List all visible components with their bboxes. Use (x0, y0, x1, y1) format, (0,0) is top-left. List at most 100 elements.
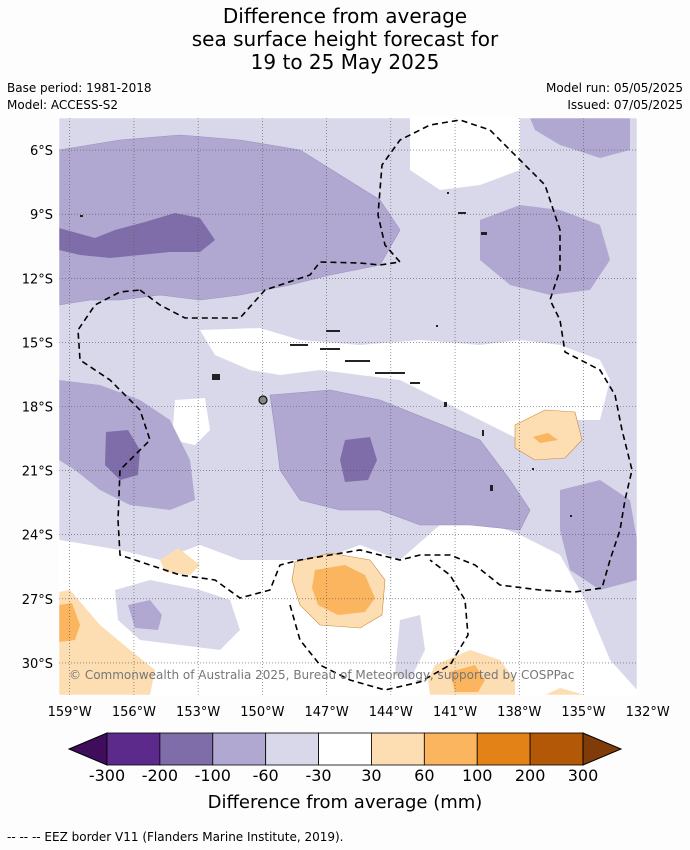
chart-title-line2: sea surface height forecast for (191, 27, 499, 51)
island (320, 348, 340, 350)
colorbar-segment (529, 732, 584, 766)
island (570, 515, 572, 517)
island (447, 192, 449, 194)
island (532, 468, 534, 470)
contour-level-minus200-minus100-west (105, 430, 140, 480)
y-tick-label: 24°S (22, 529, 53, 544)
island (375, 372, 405, 374)
eez-border-pitcairn (289, 559, 469, 691)
contour-level-minus100-minus60-southeast (560, 480, 637, 590)
colorbar-min-extend (67, 732, 108, 766)
island-large (258, 395, 268, 405)
contour-level-30-60-west-patch (160, 548, 200, 575)
chart-title-line1: Difference from average (222, 4, 468, 28)
colorbar-max-extend (582, 732, 623, 766)
x-tick-label: 144°W (369, 705, 413, 720)
contour-outlines (59, 134, 531, 531)
issued-date: Issued: 07/05/2025 (567, 98, 683, 112)
colorbar-tick-label: 300 (567, 766, 599, 785)
colorbar-segment (212, 732, 267, 766)
colorbar-segment (371, 732, 425, 766)
island (444, 402, 447, 407)
island (490, 485, 493, 491)
colorbar-tick-label: 30 (361, 766, 382, 785)
y-tick-label: 12°S (22, 272, 53, 287)
eez-borders (77, 119, 633, 691)
island (482, 430, 484, 436)
island (436, 325, 438, 327)
island (326, 330, 340, 332)
colorbar-segment (476, 732, 531, 766)
eez-border-french-polynesia (77, 119, 633, 599)
colorbar-segment (423, 732, 478, 766)
contour-near-average-north (410, 118, 520, 190)
colorbar (67, 732, 623, 766)
island (458, 212, 466, 214)
colorbar-tick-label: 200 (514, 766, 546, 785)
gridlines (59, 118, 637, 695)
positive-contour-outlines (291, 409, 583, 629)
contour-level-minus100-minus60-small (128, 600, 162, 630)
island (80, 215, 83, 217)
y-tick-label: 9°S (30, 208, 53, 223)
x-tick-label: 150°W (240, 705, 284, 720)
model-name: Model: ACCESS-S2 (7, 98, 119, 112)
contour-level-minus200-minus100-central (340, 437, 377, 482)
contour-level-minus100-minus60-central (270, 390, 530, 530)
x-tick-label: 147°W (305, 705, 349, 720)
colorbar-tick-label: -30 (305, 766, 332, 785)
contour-level-minus200-minus100-northwest (59, 213, 215, 258)
x-tick-label: 132°W (626, 705, 670, 720)
plot-frame (58, 117, 638, 696)
axis-ticks: 159°W 156°W 153°W 150°W 147°W 144°W 141°W 138°W… (22, 144, 670, 720)
y-tick-label: 15°S (22, 336, 53, 351)
colorbar-title: Difference from average (mm) (207, 792, 483, 813)
island (481, 232, 487, 235)
island (290, 344, 308, 346)
x-tick-label: 138°W (497, 705, 541, 720)
eez-legend-note: -- -- -- EEZ border V11 (Flanders Marine… (7, 830, 344, 844)
contour-level-60-100-south-east (450, 665, 485, 692)
y-tick-label: 30°S (22, 657, 53, 672)
island (410, 382, 420, 384)
y-tick-label: 6°S (30, 144, 53, 159)
contour-level-minus100-minus60-east (480, 205, 610, 295)
model-run: Model run: 05/05/2025 (545, 81, 683, 95)
x-tick-label: 141°W (433, 705, 477, 720)
colorbar-tick-label: -300 (88, 766, 126, 785)
x-tick-label: 156°W (112, 705, 156, 720)
y-tick-label: 21°S (22, 465, 53, 480)
contour-level-minus100-minus60-north (59, 135, 400, 305)
island (212, 374, 220, 380)
x-tick-label: 159°W (48, 705, 92, 720)
contour-plot-area (59, 118, 637, 695)
contour-level-30-60-bottom-right (545, 688, 585, 695)
colorbar-tick-label: -60 (252, 766, 279, 785)
contour-near-average-central (200, 328, 610, 440)
colorbar-tick-label: -200 (141, 766, 179, 785)
contour-level-60-100-south-central (312, 565, 375, 615)
contour-level-60-100-east (533, 433, 558, 443)
chart-title-line3: 19 to 25 May 2025 (250, 50, 440, 74)
contour-level-30-60-southwest (59, 590, 155, 695)
colorbar-tick-label: -100 (194, 766, 231, 785)
islands (80, 192, 572, 517)
contour-level-minus60-south-a (115, 580, 240, 650)
base-period: Base period: 1981-2018 (7, 81, 152, 95)
copyright-notice: © Commonwealth of Australia 2025, Bureau… (69, 668, 575, 682)
colorbar-tick-label: 60 (414, 766, 435, 785)
contour-level-minus60-south-b (395, 615, 425, 680)
contour-level-minus100-minus60-northeast (530, 118, 630, 158)
colorbar-segment (265, 732, 319, 766)
x-tick-label: 153°W (176, 705, 220, 720)
x-tick-label: 135°W (561, 705, 605, 720)
island (345, 360, 370, 362)
contour-near-average-islet (172, 398, 210, 445)
colorbar-tick-label: 100 (461, 766, 493, 785)
colorbar-segment (159, 732, 214, 766)
colorbar-segment (318, 732, 372, 766)
y-tick-label: 18°S (22, 401, 53, 416)
colorbar-segment (106, 732, 161, 766)
y-tick-label: 27°S (22, 593, 53, 608)
